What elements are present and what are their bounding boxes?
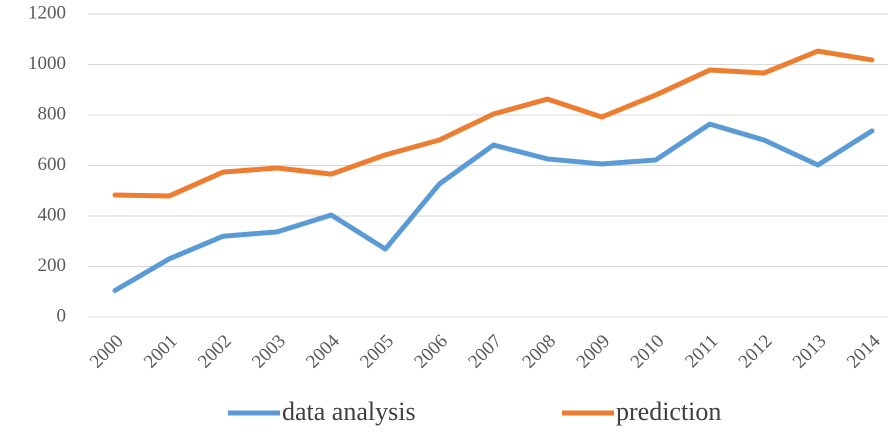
legend-label: data analysis bbox=[282, 397, 416, 426]
y-tick-label: 1200 bbox=[28, 2, 66, 23]
x-tick-label: 2013 bbox=[789, 331, 831, 373]
y-tick-label: 200 bbox=[38, 255, 67, 276]
x-tick-label: 2011 bbox=[681, 331, 722, 372]
y-tick-label: 400 bbox=[38, 204, 67, 225]
x-tick-label: 2012 bbox=[735, 331, 777, 373]
x-tick-label: 2007 bbox=[464, 331, 506, 373]
line bbox=[112, 48, 875, 199]
x-tick-label: 2003 bbox=[248, 331, 290, 373]
y-tick-label: 600 bbox=[38, 154, 67, 175]
x-tick-label: 2008 bbox=[518, 331, 560, 373]
x-tick-label: 2009 bbox=[573, 331, 615, 373]
x-tick-label: 2005 bbox=[356, 331, 398, 373]
x-tick-label: 2014 bbox=[843, 330, 885, 372]
x-tick-label: 2001 bbox=[140, 331, 182, 373]
x-tick-label: 2006 bbox=[410, 331, 452, 373]
legend-label: prediction bbox=[616, 397, 721, 426]
x-tick-label: 2004 bbox=[302, 330, 344, 372]
x-tick-label: 2010 bbox=[627, 331, 669, 373]
line bbox=[112, 121, 875, 293]
x-tick-label: 2000 bbox=[86, 331, 128, 373]
y-tick-label: 0 bbox=[57, 305, 67, 326]
x-tick-label: 2002 bbox=[194, 331, 236, 373]
y-tick-label: 1000 bbox=[28, 53, 66, 74]
y-tick-label: 800 bbox=[38, 103, 67, 124]
